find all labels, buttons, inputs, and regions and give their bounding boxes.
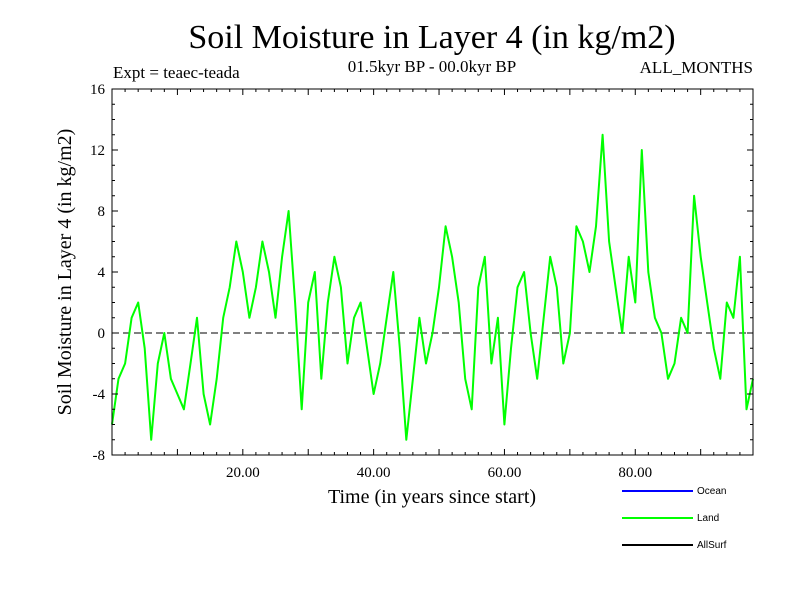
plot-frame: [111, 88, 754, 456]
data-layer: [111, 133, 754, 441]
y-tick-label: 4: [98, 265, 106, 281]
legend-land-label: Land: [697, 513, 719, 524]
experiment-label: Expt = teaec-teada: [113, 63, 240, 82]
y-tick-label: -4: [93, 387, 106, 403]
legend-ocean-label: Ocean: [697, 486, 726, 497]
series-line-land: [111, 133, 754, 441]
tick-layer: [112, 88, 754, 456]
chart-title: Soil Moisture in Layer 4 (in kg/m2): [188, 19, 675, 56]
legend-allsurf-label: AllSurf: [697, 540, 727, 551]
legend: Ocean Land AllSurf: [622, 486, 727, 551]
x-tick-label: 60.00: [488, 465, 522, 481]
period-label: 01.5kyr BP - 00.0kyr BP: [348, 57, 516, 76]
y-tick-label: -8: [93, 448, 106, 464]
x-tick-label: 20.00: [226, 465, 260, 481]
x-axis-label: Time (in years since start): [328, 486, 536, 508]
y-tick-label: 0: [98, 326, 106, 342]
tick-label-layer: -8 -4 0 4 8 12 16 20.00 40.00 60.00 80.00: [90, 82, 652, 481]
x-tick-label: 40.00: [357, 465, 391, 481]
y-axis-label: Soil Moisture in Layer 4 (in kg/m2): [54, 129, 76, 416]
y-tick-label: 16: [90, 82, 106, 98]
y-tick-label: 8: [98, 204, 106, 220]
x-tick-label: 80.00: [618, 465, 652, 481]
months-label: ALL_MONTHS: [640, 58, 753, 77]
y-tick-label: 12: [90, 143, 105, 159]
